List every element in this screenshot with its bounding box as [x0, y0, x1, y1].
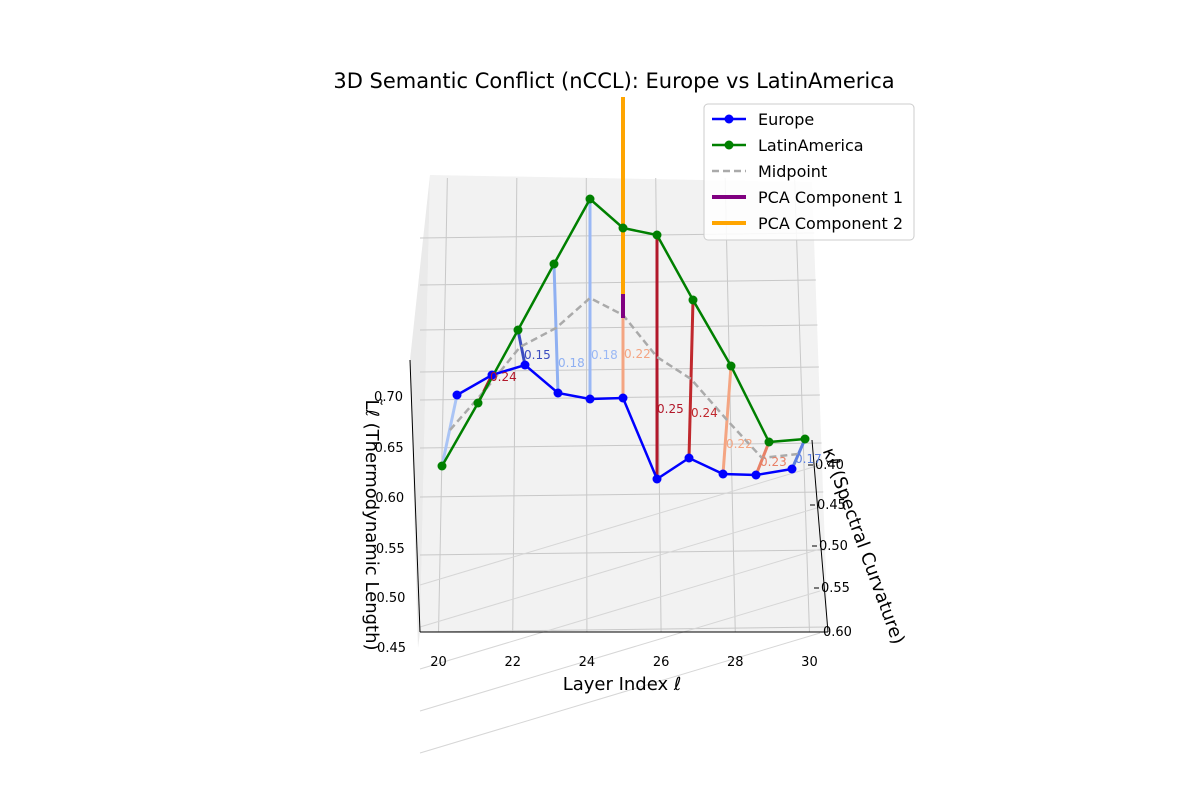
grid-line-x-22: [512, 177, 518, 633]
legend-marker-latinamerica: [724, 140, 734, 150]
grid-line-y-3: [419, 590, 821, 712]
grid-line-y-2: [419, 548, 821, 670]
data-point-latinamerica: [800, 434, 810, 444]
conflict-value-label: 0.24: [490, 370, 517, 384]
z-tick-label: 0.55: [376, 542, 405, 557]
data-point-europe: [452, 390, 462, 400]
grid-line-x-28: [724, 177, 736, 633]
grid-line-z-6: [419, 324, 818, 331]
data-point-latinamerica: [585, 194, 595, 204]
conflict-connector: [790, 438, 807, 470]
conflict-value-label: 0.24: [691, 406, 718, 420]
y-tick-label: 0.40: [815, 458, 844, 473]
data-point-europe: [618, 393, 628, 403]
conflict-value-label: 0.18: [558, 356, 585, 370]
data-point-europe: [684, 453, 694, 463]
data-point-europe: [520, 360, 530, 370]
z-tick-label: 0.50: [376, 591, 405, 606]
y-tick-label: 0.45: [817, 498, 846, 513]
conflict-value-label: 0.18: [591, 348, 618, 362]
y-tick-label: 0.55: [821, 581, 850, 596]
x-tick-label: 22: [504, 655, 521, 670]
conflict-value-label: 0.25: [657, 402, 684, 416]
conflict-value-label: 0.15: [524, 348, 551, 362]
grid-line-x-30: [794, 177, 810, 633]
z-tick-label: 0.65: [375, 441, 404, 456]
legend-label-pca2: PCA Component 2: [758, 214, 903, 233]
legend-label-latinamerica: LatinAmerica: [758, 136, 864, 155]
z-tick-label: 0.60: [375, 491, 404, 506]
x-axis-label: Layer Index ℓ: [563, 674, 682, 695]
legend-label-europe: Europe: [758, 110, 814, 129]
grid-line-y-1: [419, 506, 821, 628]
legend: Europe LatinAmerica Midpoint PCA Compone…: [703, 103, 915, 241]
grid-line-x-20: [438, 177, 448, 633]
left-pane: [410, 175, 430, 648]
chart-title: 3D Semantic Conflict (nCCL): Europe vs L…: [333, 69, 894, 93]
conflict-annotations: 0.24 0.15 0.18 0.18 0.22 0.25 0.24 0.22 0.23 0.17: [490, 347, 822, 469]
z-tick-label: 0.70: [374, 390, 403, 405]
y-tick-label: 0.50: [819, 539, 848, 554]
x-tick-label: 26: [653, 655, 670, 670]
data-point-europe: [487, 370, 497, 380]
conflict-value-label: 0.22: [726, 437, 753, 451]
data-point-europe: [553, 388, 563, 398]
data-point-europe: [585, 394, 595, 404]
data-point-europe: [787, 464, 797, 474]
grid-line-z-1: [419, 549, 826, 556]
data-point-europe: [751, 470, 761, 480]
data-point-latinamerica: [437, 461, 447, 471]
grid-line-y-0: [419, 464, 821, 586]
tick-labels: 20 22 24 26 28 30 0.45 0.50 0.55 0.60 0.65 0.70 0.40…: [374, 390, 852, 670]
grid-line-z-7: [419, 279, 816, 286]
grid-line-z-0: [419, 626, 829, 633]
x-tick-label: 24: [579, 655, 596, 670]
conflict-value-label: 0.17: [795, 452, 822, 466]
data-points: [437, 194, 810, 484]
data-point-latinamerica: [764, 437, 774, 447]
data-point-latinamerica: [513, 325, 523, 335]
x-tick-label: 30: [801, 655, 818, 670]
data-point-latinamerica: [652, 230, 662, 240]
data-point-latinamerica: [618, 223, 628, 233]
x-tick-label: 28: [727, 655, 744, 670]
legend-label-midpoint: Midpoint: [758, 162, 827, 181]
legend-marker-europe: [724, 114, 734, 124]
conflict-connector: [440, 394, 459, 467]
axes-frame: [409, 359, 829, 633]
z-axis-label: L̃ℓ (Thermodynamic Length): [361, 399, 382, 651]
data-point-europe: [652, 474, 662, 484]
y-axis-line: [811, 439, 829, 633]
conflict-connector: [516, 329, 527, 366]
legend-label-pca1: PCA Component 1: [758, 188, 903, 207]
grid-line-z-5: [419, 366, 819, 373]
grid-line-y-4: [419, 632, 821, 754]
data-point-europe: [718, 469, 728, 479]
grid-line-x-24: [585, 177, 588, 633]
x-tick-label: 20: [430, 655, 447, 670]
data-point-latinamerica: [726, 361, 736, 371]
conflict-connector: [687, 299, 695, 459]
z-axis-line: [409, 359, 421, 633]
grid-line-z-2: [419, 491, 824, 498]
grid-line-z-3: [419, 442, 822, 449]
data-point-latinamerica: [473, 398, 483, 408]
data-point-latinamerica: [549, 259, 559, 269]
y-tick-label: 0.60: [823, 625, 852, 640]
conflict-value-label: 0.22: [624, 347, 651, 361]
z-tick-label: 0.45: [377, 641, 406, 656]
conflict-value-label: 0.23: [760, 455, 787, 469]
legend-box: [703, 103, 915, 241]
data-point-latinamerica: [688, 295, 698, 305]
